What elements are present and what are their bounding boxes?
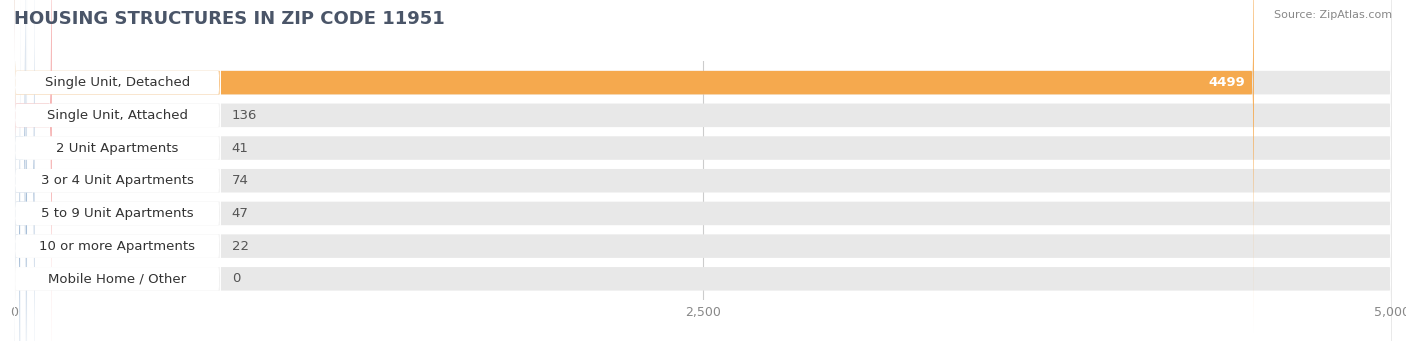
Text: 5 to 9 Unit Apartments: 5 to 9 Unit Apartments (41, 207, 194, 220)
FancyBboxPatch shape (14, 0, 221, 341)
FancyBboxPatch shape (14, 0, 1254, 332)
Text: 2 Unit Apartments: 2 Unit Apartments (56, 142, 179, 154)
FancyBboxPatch shape (14, 0, 52, 341)
Text: Source: ZipAtlas.com: Source: ZipAtlas.com (1274, 10, 1392, 20)
FancyBboxPatch shape (14, 0, 221, 332)
FancyBboxPatch shape (14, 29, 1392, 341)
Text: 0: 0 (232, 272, 240, 285)
Text: 136: 136 (232, 109, 257, 122)
FancyBboxPatch shape (14, 29, 221, 341)
FancyBboxPatch shape (14, 0, 221, 341)
FancyBboxPatch shape (14, 0, 20, 341)
FancyBboxPatch shape (14, 0, 1392, 341)
Text: 22: 22 (232, 240, 249, 253)
Text: 10 or more Apartments: 10 or more Apartments (39, 240, 195, 253)
Text: 41: 41 (232, 142, 249, 154)
FancyBboxPatch shape (14, 0, 221, 341)
FancyBboxPatch shape (14, 0, 1392, 341)
FancyBboxPatch shape (14, 0, 1392, 341)
Text: 47: 47 (232, 207, 249, 220)
Text: Single Unit, Detached: Single Unit, Detached (45, 76, 190, 89)
Text: 4499: 4499 (1209, 76, 1246, 89)
FancyBboxPatch shape (14, 0, 1392, 341)
FancyBboxPatch shape (14, 0, 27, 341)
Text: Single Unit, Attached: Single Unit, Attached (46, 109, 188, 122)
Text: HOUSING STRUCTURES IN ZIP CODE 11951: HOUSING STRUCTURES IN ZIP CODE 11951 (14, 10, 444, 28)
FancyBboxPatch shape (14, 0, 1392, 332)
FancyBboxPatch shape (14, 0, 35, 341)
FancyBboxPatch shape (14, 0, 25, 341)
Text: Mobile Home / Other: Mobile Home / Other (48, 272, 187, 285)
FancyBboxPatch shape (14, 0, 221, 341)
Text: 3 or 4 Unit Apartments: 3 or 4 Unit Apartments (41, 174, 194, 187)
FancyBboxPatch shape (14, 0, 1392, 341)
FancyBboxPatch shape (14, 0, 221, 341)
Text: 74: 74 (232, 174, 249, 187)
